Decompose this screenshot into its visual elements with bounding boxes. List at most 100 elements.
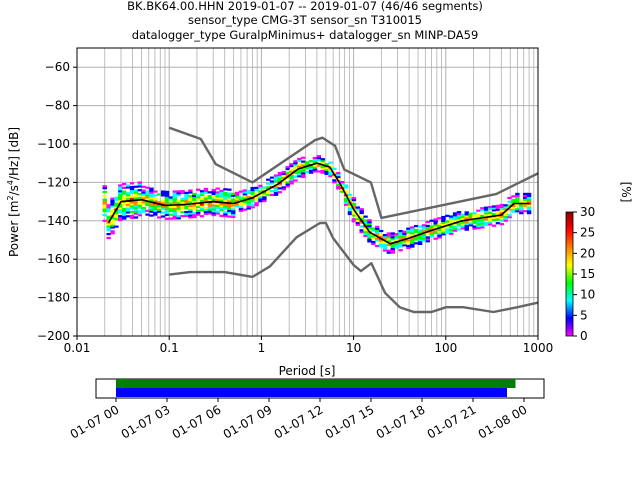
heatmap-cell [297,163,302,166]
heatmap-cell [215,204,220,207]
heatmap-cell [285,167,290,171]
heatmap-cell [110,203,115,206]
heatmap-cell [110,224,115,227]
heatmap-cell [125,207,131,210]
heatmap-cell [371,240,376,244]
heatmap-cell [507,200,512,203]
heatmap-cell [359,221,364,224]
heatmap-cell [118,215,123,218]
heatmap-cell [499,203,505,207]
heatmap-cell [149,191,154,194]
heatmap-cell [246,201,251,204]
heatmap-cell [375,225,380,228]
heatmap-cell [199,192,205,195]
heatmap-cell [125,205,131,208]
heatmap-cell [522,206,528,209]
heatmap-cell [106,233,111,236]
heatmap-cell [149,189,154,192]
heatmap-cell [371,229,376,232]
heatmap-cell [203,199,209,202]
heatmap-cell [437,230,442,233]
heatmap-cell [375,244,380,248]
colorbar-label: [%] [619,182,633,203]
heatmap-cell [417,238,423,242]
colorbar: 0 5 10 15 20 25 30 [%] [565,182,633,343]
heatmap-cell [137,206,142,209]
heatmap-cell [141,206,146,210]
heatmap-cell [359,229,364,232]
heatmap-cell [160,194,166,197]
heatmap-cell [336,187,341,190]
heatmap-cell [503,217,508,220]
heatmap-cell [199,197,205,201]
heatmap-cell [449,228,454,232]
heatmap-cell [157,208,162,211]
heatmap-cell [308,160,314,163]
heatmap-cell [464,215,469,218]
colorbar-tick-label: 5 [580,308,588,322]
heatmap-cell [118,188,123,191]
heatmap-cell [219,195,224,198]
heatmap-cell [491,207,497,210]
heatmap-cell [394,238,399,242]
heatmap-cell [363,229,368,232]
heatmap-cell [285,177,290,180]
heatmap-cell [227,207,232,210]
heatmap-cell [522,194,528,197]
heatmap-cell [203,207,209,210]
heatmap-cell [188,206,193,209]
heatmap-cell [129,187,135,191]
heatmap-cell [176,190,181,193]
heatmap-cell [102,187,107,190]
heatmap-cell [133,191,139,194]
heatmap-cell [301,172,306,175]
heatmap-cell [351,204,357,207]
heatmap-cell [180,190,185,193]
heatmap-cell [246,195,251,199]
heatmap-cell [211,213,216,217]
heatmap-cell [168,207,174,211]
heatmap-cell [526,200,532,203]
heatmap-cell [188,208,193,211]
heatmap-cell [301,168,306,171]
heatmap-cell [129,186,135,189]
heatmap-cell [114,225,119,228]
heatmap-cell [258,196,263,199]
heatmap-cell [332,167,337,170]
heatmap-cell [390,243,396,247]
heatmap-cell [452,225,458,228]
heatmap-cell [367,240,372,243]
heatmap-cell [484,208,489,211]
heatmap-cell [519,204,524,207]
heatmap-cell [452,227,458,230]
heatmap-cell [106,217,111,220]
heatmap-cell [168,213,174,216]
heatmap-cell [122,213,127,216]
heatmap-cell [324,163,329,166]
heatmap-cell [149,206,154,209]
heatmap-cell [184,201,189,204]
heatmap-cell [402,244,407,247]
heatmap-cell [160,200,166,203]
x-axis: 0.01 0.1 1 10 100 1000 [64,336,553,355]
heatmap-cell [223,215,228,218]
heatmap-cell [273,176,279,179]
heatmap-cell [363,232,368,236]
heatmap-cell [106,204,111,207]
heatmap-cell [328,169,333,172]
heatmap-cell [359,215,364,219]
heatmap-cell [254,186,259,189]
heatmap-cell [145,209,150,212]
y-tick-label: −200 [37,329,70,343]
heatmap-cell [129,210,135,214]
heatmap-cell [328,161,333,164]
heatmap-cell [227,215,232,218]
heatmap-cell [137,202,142,205]
timeline-bar [116,388,507,397]
heatmap-cell [324,168,329,172]
heatmap-cell [386,238,392,241]
heatmap-cell [320,165,325,168]
heatmap-cell [114,215,119,219]
heatmap-cell [277,187,283,190]
heatmap-cell [118,218,123,222]
